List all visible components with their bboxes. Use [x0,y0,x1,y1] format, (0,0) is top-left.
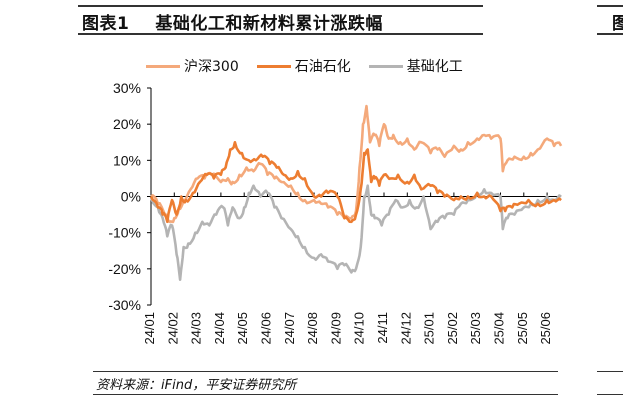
legend-item-basic-chem: 基础化工 [368,56,463,76]
x-tick-label: 24/06 [259,312,274,345]
y-tick-label: -10% [108,225,141,241]
x-tick-label: 24/08 [305,312,320,345]
legend-swatch-csi300 [146,64,180,68]
next-source-top-rule [597,371,623,372]
series-line-petrochem [149,141,562,224]
x-tick-label: 24/11 [375,312,390,344]
x-tick-label: 24/05 [235,312,250,345]
legend-swatch-basic-chem [368,64,403,68]
chart-legend: 沪深300 石油石化 基础化工 [146,56,463,76]
legend-swatch-petrochem [256,64,291,68]
next-figure-top-rule [597,5,623,7]
title-top-rule [78,5,483,7]
source-top-rule [93,371,558,372]
title-bottom-rule [78,33,483,35]
x-tick-label: 24/01 [142,312,157,345]
next-figure-label-partial: 图 [612,14,623,34]
next-source-bottom-rule [597,394,623,395]
figure-title: 图表1 基础化工和新材料累计涨跌幅 [82,9,383,34]
x-tick-label: 24/04 [212,312,227,345]
x-tick-label: 25/06 [538,312,553,345]
y-tick-label: 10% [113,152,141,168]
legend-label-basic-chem: 基础化工 [406,59,463,75]
x-tick-label: 24/12 [398,312,413,345]
series-line-csi300 [150,104,563,224]
figure-title-text: 基础化工和新材料累计涨跌幅 [155,14,383,34]
source-bottom-rule [93,394,558,395]
x-tick-label: 24/07 [282,312,297,345]
y-tick-label: 20% [113,116,141,132]
next-figure-bottom-rule [597,33,623,35]
y-tick-label: 30% [113,80,141,96]
x-tick-label: 24/09 [328,312,343,345]
figure-label: 图表1 [82,14,130,34]
legend-item-petrochem: 石油石化 [256,56,351,76]
x-tick-label: 24/10 [352,312,367,345]
x-tick-label: 24/03 [189,312,204,345]
y-tick-label: -20% [108,261,141,277]
legend-item-csi300: 沪深300 [146,56,239,76]
legend-label-petrochem: 石油石化 [294,59,351,75]
x-tick-label: 25/02 [445,312,460,345]
x-tick-label: 25/05 [515,312,530,345]
x-tick-label: 25/03 [468,312,483,345]
x-tick-label: 25/01 [422,312,437,345]
x-tick-label: 24/02 [165,312,180,345]
y-tick-label: -30% [108,297,141,313]
x-tick-label: 25/04 [492,312,507,345]
y-tick-label: 0% [121,189,141,205]
legend-label-csi300: 沪深300 [184,59,239,75]
source-note: 资料来源：iFind，平安证券研究所 [96,378,297,393]
series-line-basic-chem [149,184,562,281]
